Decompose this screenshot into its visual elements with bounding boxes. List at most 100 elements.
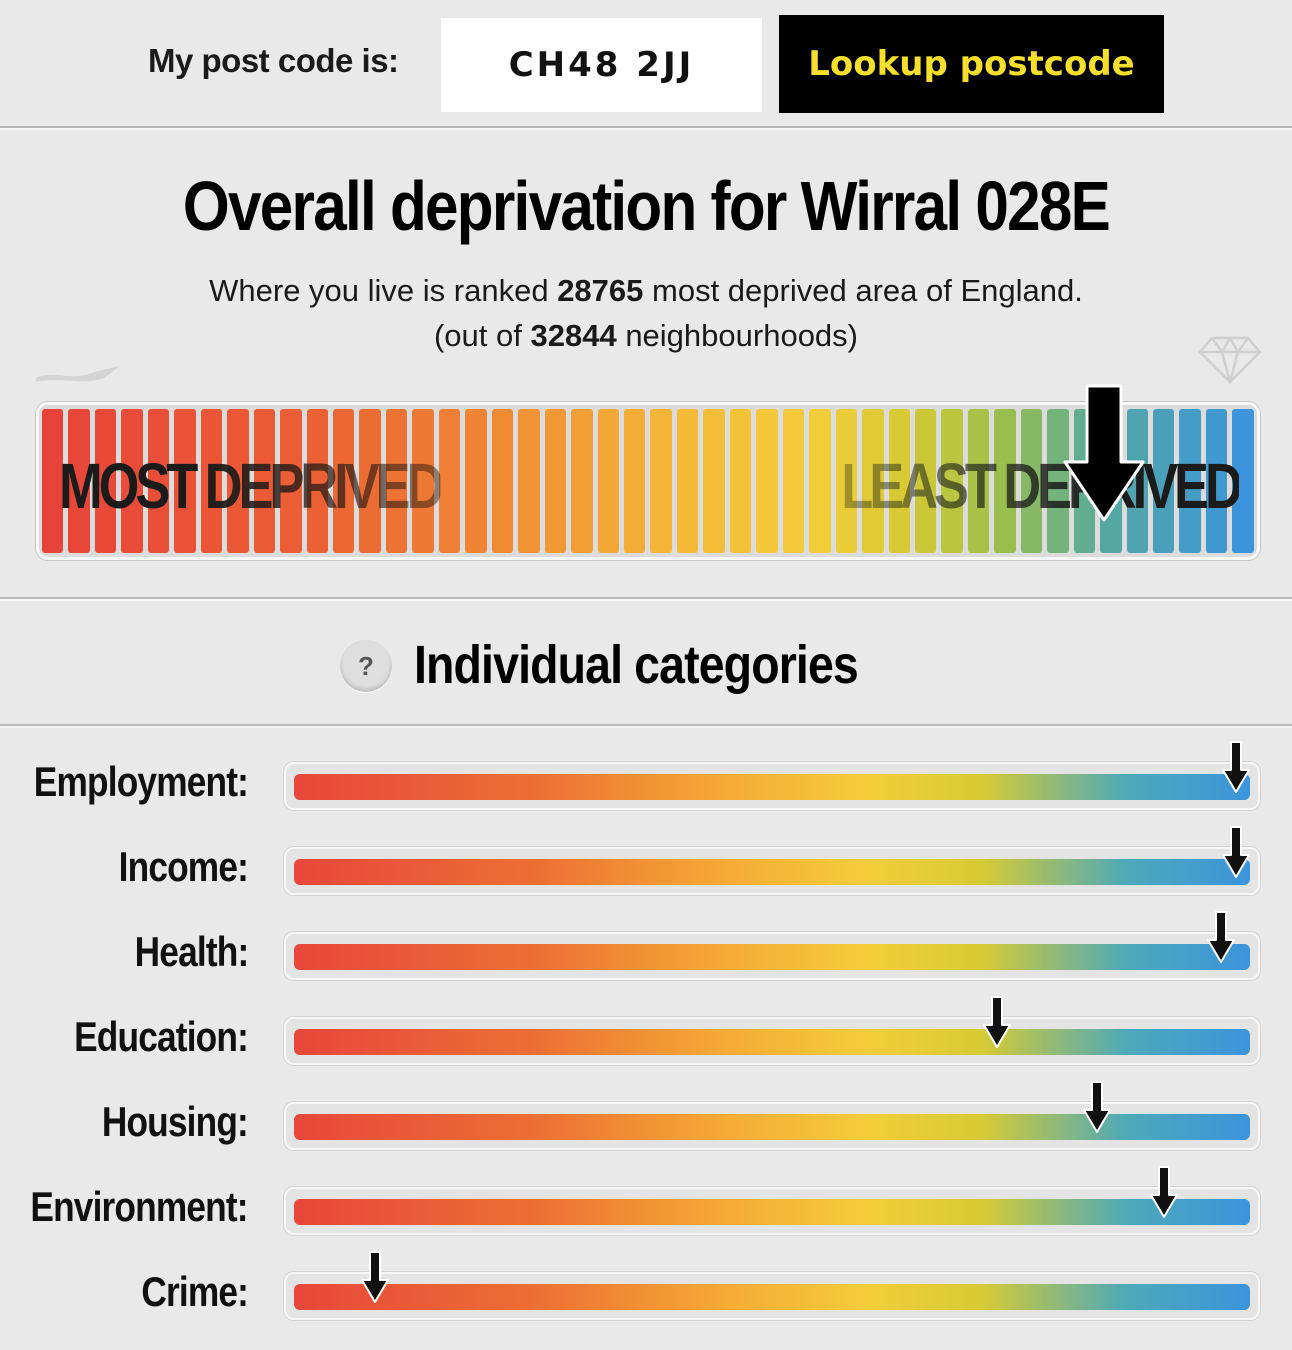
scale-segment <box>147 409 170 553</box>
scale-segment <box>412 409 434 553</box>
overall-title: Overall deprivation for Wirral 028E <box>182 167 1111 245</box>
scale-segment <box>941 409 963 553</box>
scale-segment <box>94 409 117 553</box>
category-label: Health: <box>134 928 249 975</box>
category-scale <box>284 996 1260 1065</box>
scale-segment <box>994 409 1016 553</box>
scale-segment <box>227 409 249 553</box>
scale-segment <box>253 409 276 553</box>
scale-segment <box>914 409 937 553</box>
rank-text-post: most deprived area of England. <box>643 273 1083 308</box>
category-row: Education: <box>0 996 1292 1065</box>
divider <box>0 597 1292 601</box>
scale-segment <box>888 409 910 553</box>
lookup-postcode-button[interactable]: Lookup postcode <box>779 15 1164 113</box>
category-scale <box>284 1166 1260 1235</box>
scale-segment <box>544 409 567 553</box>
postcode-bar: My post code is: Lookup postcode <box>0 0 1292 126</box>
count-text-post: neighbourhoods) <box>616 318 858 353</box>
divider <box>0 724 1292 728</box>
scale-segment <box>1179 409 1201 553</box>
category-label: Employment: <box>33 758 249 805</box>
scale-segment <box>571 409 593 553</box>
category-gradient-bar <box>294 1284 1250 1310</box>
down-arrow-icon <box>1221 826 1250 878</box>
category-label: Housing: <box>101 1098 249 1145</box>
category-row: Employment: <box>0 741 1292 810</box>
neighbourhood-count: 32844 <box>530 318 617 353</box>
divider <box>0 126 1292 130</box>
scale-segment <box>623 409 646 553</box>
scale-segment <box>1047 409 1069 553</box>
scale-segment <box>121 409 143 553</box>
scale-segment <box>729 409 752 553</box>
most-deprived-text: MOST DEPRIVED <box>59 450 444 522</box>
scale-segment <box>68 409 90 553</box>
scale-segment <box>676 409 699 553</box>
scale-segment <box>332 409 355 553</box>
rank-value: 28765 <box>557 273 644 308</box>
least-deprived-label: LEAST DEPRIVED <box>841 449 1244 523</box>
scale-segment <box>862 409 884 553</box>
category-gradient-bar <box>294 859 1250 885</box>
scale-segment <box>1153 409 1175 553</box>
scale-segment <box>280 409 302 553</box>
category-gradient-bar <box>294 944 1250 970</box>
down-arrow-icon <box>982 996 1011 1048</box>
scale-segment <box>1020 409 1043 553</box>
category-label: Education: <box>74 1013 249 1060</box>
overall-rank-arrow-icon <box>1063 384 1145 522</box>
scale-segment <box>306 409 328 553</box>
down-arrow-icon <box>1149 1166 1178 1218</box>
category-scale <box>284 741 1260 810</box>
category-gradient-bar <box>294 774 1250 800</box>
scale-segment <box>809 409 831 553</box>
most-deprived-label: MOST DEPRIVED <box>59 449 444 523</box>
category-label: Environment: <box>30 1183 249 1230</box>
category-row: Housing: <box>0 1081 1292 1150</box>
category-row: Crime: <box>0 1251 1292 1320</box>
scale-segment <box>200 409 223 553</box>
down-arrow-icon <box>1083 1081 1112 1133</box>
category-label: Income: <box>118 843 249 890</box>
flag-icon <box>36 366 120 382</box>
category-label: Crime: <box>141 1268 249 1315</box>
count-text-pre: (out of <box>433 318 531 353</box>
down-arrow-icon <box>1221 741 1250 793</box>
scale-segment <box>491 409 514 553</box>
category-scale <box>284 1081 1260 1150</box>
scale-segment <box>174 409 196 553</box>
neighbourhood-count-line: (out of 32844 neighbourhoods) <box>0 318 1292 354</box>
category-scale <box>284 826 1260 895</box>
scale-segment <box>1126 409 1149 553</box>
rank-text-pre: Where you live is ranked <box>209 273 558 308</box>
scale-segments <box>42 409 1254 553</box>
scale-segment <box>438 409 461 553</box>
rank-line: Where you live is ranked 28765 most depr… <box>0 273 1292 309</box>
scale-segment <box>650 409 672 553</box>
diamond-icon <box>1198 335 1262 384</box>
scale-segment <box>385 409 408 553</box>
scale-segment <box>1205 409 1228 553</box>
category-gradient-bar <box>294 1199 1250 1225</box>
scale-segment <box>597 409 619 553</box>
scale-segment <box>359 409 381 553</box>
scale-segment <box>1232 409 1254 553</box>
category-row: Environment: <box>0 1166 1292 1235</box>
down-arrow-icon <box>361 1251 390 1303</box>
scale-segment <box>42 409 64 553</box>
overall-deprivation-scale: MOST DEPRIVED LEAST DEPRIVED <box>36 402 1260 560</box>
categories-title: Individual categories <box>414 635 859 695</box>
category-row: Health: <box>0 911 1292 980</box>
scale-segment <box>465 409 487 553</box>
category-scale <box>284 1251 1260 1320</box>
scale-segment <box>703 409 725 553</box>
scale-segment <box>782 409 805 553</box>
least-deprived-text: LEAST DEPRIVED <box>841 450 1244 522</box>
scale-segment <box>756 409 778 553</box>
category-scale <box>284 911 1260 980</box>
postcode-input[interactable] <box>441 18 762 112</box>
help-icon[interactable]: ? <box>340 640 392 692</box>
down-arrow-icon <box>1207 911 1236 963</box>
scale-segment <box>967 409 990 553</box>
